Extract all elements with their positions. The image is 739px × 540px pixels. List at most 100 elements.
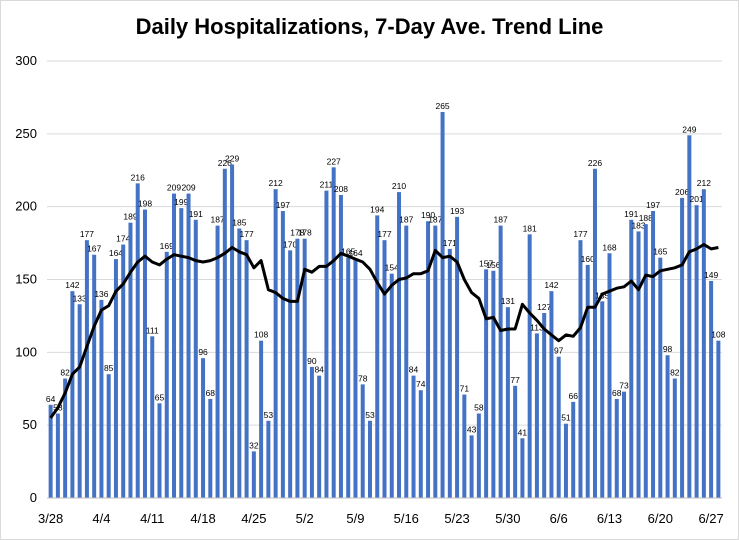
data-label: 53 [365,410,375,420]
data-label: 82 [670,368,680,378]
bar [106,374,111,498]
bar [273,189,278,499]
data-label: 58 [474,403,484,413]
bar [563,423,568,498]
data-label: 71 [460,384,470,394]
bar [280,211,285,498]
x-tick-label: 6/13 [597,511,622,526]
data-label: 168 [602,242,616,252]
bar [527,234,532,499]
x-tick-label: 6/27 [698,511,723,526]
bar [484,269,489,498]
data-label: 187 [210,215,224,225]
bar [389,273,394,498]
data-label: 177 [377,229,391,239]
data-label: 191 [189,209,203,219]
bar [505,307,510,498]
data-label: 199 [174,197,188,207]
bar [571,401,576,498]
bar [193,219,198,498]
bar [469,435,474,498]
bar [709,280,714,498]
bar [476,413,481,498]
data-label: 209 [167,183,181,193]
bar [201,358,206,498]
y-tick-label: 250 [15,126,37,141]
y-tick-label: 200 [15,199,37,214]
data-label: 156 [486,260,500,270]
data-label: 74 [416,379,426,389]
data-label: 84 [314,365,324,375]
x-tick-label: 6/20 [648,511,673,526]
y-tick-label: 100 [15,344,37,359]
data-label: 160 [581,254,595,264]
bar [614,398,619,498]
data-label: 43 [467,424,477,434]
data-label: 177 [80,229,94,239]
bar [636,231,641,498]
data-label: 191 [624,209,638,219]
data-label: 108 [254,330,268,340]
bar [491,270,496,498]
x-tick-label: 4/4 [92,511,110,526]
data-label: 165 [341,247,355,257]
data-label: 85 [104,363,114,373]
bar [244,240,249,499]
data-label: 96 [198,347,208,357]
data-label: 197 [276,200,290,210]
bar [266,420,271,498]
data-label: 165 [653,247,667,257]
bar [665,355,670,498]
data-label: 201 [690,194,704,204]
bar [302,238,307,499]
data-label: 51 [561,413,571,423]
data-label: 188 [639,213,653,223]
data-label: 164 [109,248,123,258]
bar [375,215,380,498]
data-label: 229 [225,153,239,163]
bar [295,238,300,499]
bar [324,190,329,499]
x-tick-label: 4/18 [190,511,215,526]
x-tick-label: 4/25 [241,511,266,526]
x-tick-label: 5/16 [394,511,419,526]
bar [70,291,75,498]
data-label: 210 [392,181,406,191]
bar [121,244,126,498]
bar [113,259,118,498]
data-label: 78 [358,373,368,383]
data-label: 177 [240,229,254,239]
data-label: 41 [518,427,528,437]
bar [651,211,656,498]
bar [622,391,627,498]
bar [55,413,60,498]
data-label: 90 [307,356,317,366]
data-label: 167 [87,244,101,254]
bar [92,254,97,498]
data-label: 65 [155,392,165,402]
bar [397,192,402,498]
bar [259,340,264,498]
data-label: 149 [704,270,718,280]
bar [498,225,503,498]
bar [142,209,147,498]
bar [440,111,445,498]
data-label: 164 [348,248,362,258]
x-tick-label: 5/23 [444,511,469,526]
bar [208,398,213,498]
trend-line [49,243,719,419]
bar [404,225,409,498]
data-label: 98 [663,344,673,354]
data-label: 209 [181,183,195,193]
data-label: 178 [290,228,304,238]
bar [549,291,554,498]
bar [643,224,648,498]
data-label: 265 [435,101,449,111]
data-label: 185 [232,218,246,228]
bar [680,197,685,498]
data-label: 68 [206,388,216,398]
data-label: 249 [682,124,696,134]
bar [150,336,155,498]
bar [701,189,706,499]
